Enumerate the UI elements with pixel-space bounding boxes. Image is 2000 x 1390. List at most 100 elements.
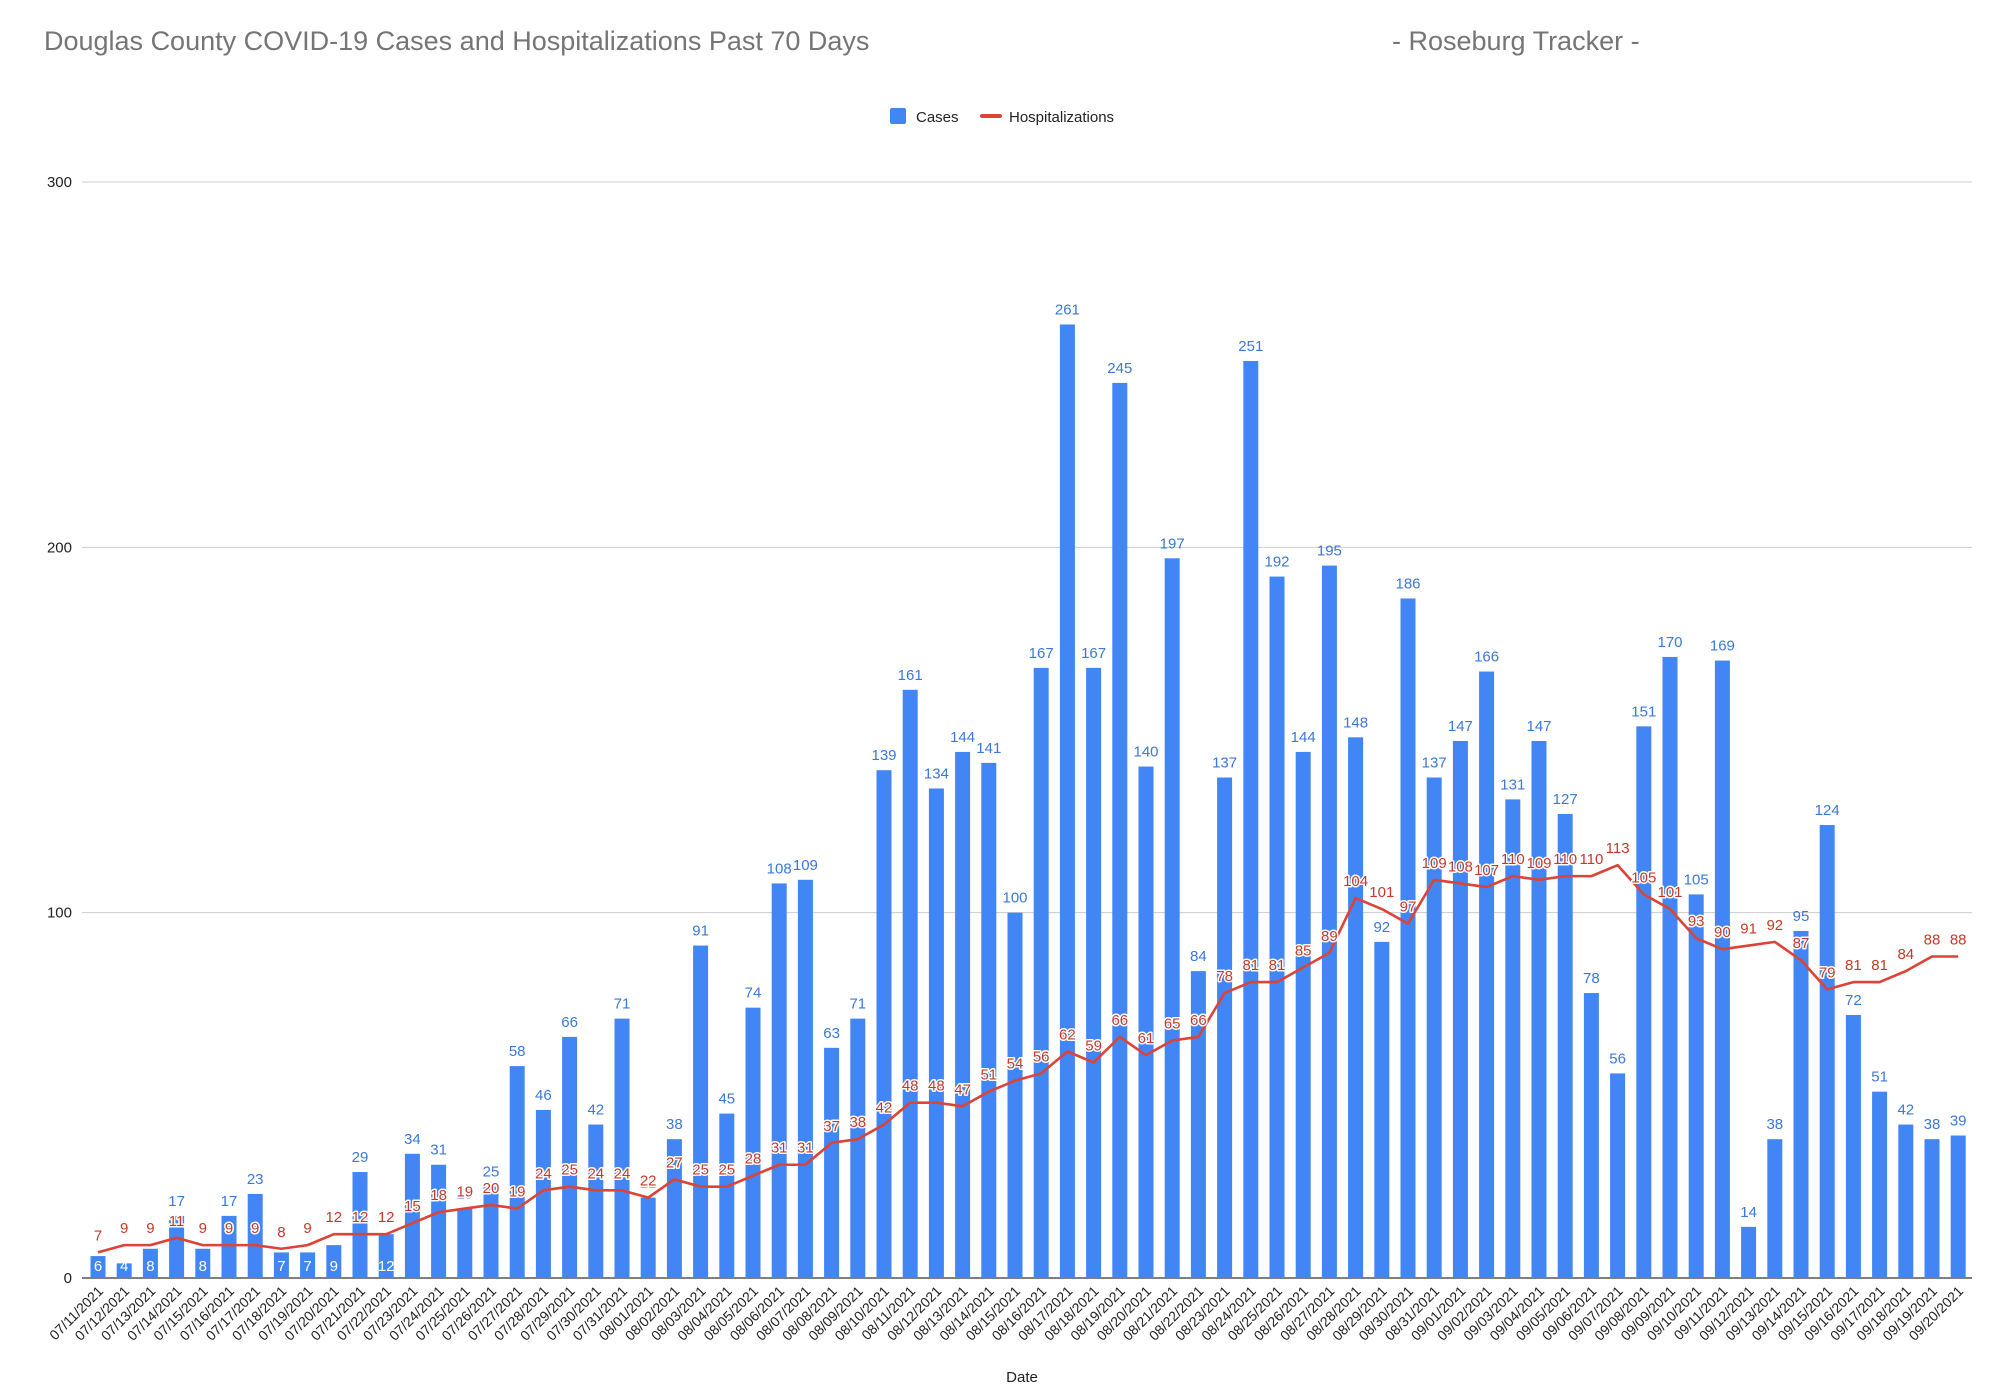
cases-bar	[1164, 558, 1180, 1278]
y-tick-label: 300	[47, 174, 72, 191]
cases-data-label: 137	[1212, 754, 1237, 771]
cases-bar	[745, 1007, 761, 1278]
hospitalizations-data-label: 78	[1216, 968, 1233, 985]
hospitalizations-data-label: 87	[1793, 935, 1810, 952]
cases-data-label: 105	[1684, 871, 1709, 888]
hospitalizations-data-label: 84	[1897, 946, 1914, 963]
hospitalizations-data-label: 108	[1448, 858, 1473, 875]
cases-data-label: 95	[1793, 908, 1810, 925]
cases-bar	[1400, 598, 1416, 1278]
hospitalizations-data-label: 88	[1924, 932, 1941, 949]
cases-data-label: 8	[199, 1258, 207, 1275]
cases-bar	[1741, 1226, 1757, 1278]
cases-data-label: 170	[1657, 634, 1682, 651]
cases-bar	[928, 788, 944, 1278]
hospitalizations-data-label: 27	[666, 1154, 683, 1171]
cases-bar	[1007, 912, 1023, 1278]
cases-bar	[300, 1252, 316, 1278]
hospitalizations-data-label: 65	[1164, 1016, 1181, 1033]
cases-data-label: 66	[561, 1014, 578, 1031]
hospitalizations-data-label: 81	[1269, 957, 1286, 974]
legend[interactable]: Cases Hospitalizations	[890, 108, 1114, 126]
hospitalizations-data-label: 42	[876, 1100, 893, 1117]
cases-data-label: 91	[692, 923, 709, 940]
cases-data-label: 134	[924, 765, 949, 782]
cases-data-label: 63	[823, 1025, 840, 1042]
cases-data-label: 144	[950, 729, 975, 746]
cases-bar	[693, 945, 709, 1278]
hospitalizations-data-label: 93	[1688, 913, 1705, 930]
cases-bar	[1295, 751, 1311, 1278]
hospitalizations-data-label: 85	[1295, 942, 1312, 959]
hospitalizations-data-label: 88	[1950, 932, 1967, 949]
hospitalizations-data-label: 38	[849, 1114, 866, 1131]
cases-bar	[640, 1197, 656, 1278]
hospitalizations-data-label: 28	[745, 1151, 762, 1168]
cases-data-label: 197	[1160, 535, 1185, 552]
hospitalizations-data-label: 62	[1059, 1026, 1076, 1043]
hospitalizations-data-label: 15	[404, 1198, 421, 1215]
hospitalizations-data-label: 81	[1242, 957, 1259, 974]
cases-data-label: 17	[168, 1193, 185, 1210]
cases-data-label: 161	[898, 667, 923, 684]
x-axis-title: Date	[1006, 1369, 1038, 1386]
hospitalizations-data-label: 109	[1526, 855, 1551, 872]
cases-bar	[1872, 1091, 1888, 1278]
cases-bar	[719, 1113, 735, 1278]
hospitalizations-data-label: 25	[718, 1162, 735, 1179]
cases-data-label: 14	[1740, 1204, 1757, 1221]
hospitalizations-data-label: 11	[169, 1213, 185, 1230]
legend-item-hospitalizations[interactable]: Hospitalizations	[980, 109, 1114, 126]
legend-label-hospitalizations: Hospitalizations	[1009, 109, 1114, 126]
cases-bar	[1531, 740, 1547, 1278]
cases-bar	[876, 770, 892, 1278]
cases-data-label: 45	[718, 1091, 735, 1108]
cases-data-label: 39	[1950, 1113, 1967, 1130]
hospitalizations-data-label: 12	[352, 1209, 369, 1226]
cases-data-label: 7	[277, 1258, 285, 1275]
cases-bar	[981, 762, 997, 1278]
cases-bar	[1662, 656, 1678, 1278]
cases-data-label: 29	[352, 1149, 369, 1166]
hospitalizations-data-label: 8	[277, 1224, 285, 1241]
cases-data-label: 71	[614, 996, 631, 1013]
cases-bar	[902, 689, 918, 1278]
cases-data-label: 74	[745, 985, 762, 1002]
cases-bar	[509, 1066, 525, 1278]
cases-bar	[431, 1164, 447, 1278]
cases-data-label: 17	[221, 1193, 238, 1210]
legend-item-cases[interactable]: Cases	[890, 108, 959, 126]
hospitalizations-data-label: 9	[146, 1220, 154, 1237]
cases-data-label: 12	[378, 1258, 395, 1275]
cases-bar	[1243, 361, 1259, 1279]
y-tick-label: 200	[47, 539, 72, 556]
cases-data-label: 7	[303, 1258, 311, 1275]
cases-bar	[195, 1248, 211, 1278]
cases-data-label: 34	[404, 1131, 421, 1148]
hospitalizations-data-label: 81	[1871, 957, 1888, 974]
cases-data-label: 78	[1583, 970, 1600, 987]
hospitalizations-data-label: 19	[509, 1184, 526, 1201]
cases-bar	[378, 1234, 394, 1278]
hospitalizations-line	[97, 863, 1959, 1254]
cases-data-label: 109	[793, 857, 818, 874]
cases-data-label: 245	[1107, 360, 1132, 377]
chart-title: Douglas County COVID-19 Cases and Hospit…	[44, 26, 870, 56]
cases-data-label: 167	[1081, 645, 1106, 662]
cases-data-label: 38	[666, 1116, 683, 1133]
hospitalizations-data-label: 66	[1190, 1012, 1207, 1029]
cases-data-label: 22	[640, 1175, 657, 1192]
hospitalizations-data-label: 31	[771, 1140, 788, 1157]
cases-data-label: 251	[1238, 338, 1263, 355]
hospitalizations-data-label: 37	[823, 1118, 840, 1135]
cases-bars	[90, 324, 1966, 1279]
cases-data-label: 19	[456, 1186, 473, 1203]
cases-bar	[1767, 1139, 1783, 1278]
cases-data-label: 46	[535, 1087, 552, 1104]
hospitalizations-data-label: 20	[483, 1180, 500, 1197]
hospitalizations-data-label: 12	[378, 1209, 395, 1226]
hospitalizations-data-label: 101	[1369, 884, 1394, 901]
cases-data-label: 148	[1343, 714, 1368, 731]
cases-bar	[824, 1047, 840, 1278]
cases-data-label: 100	[1002, 890, 1027, 907]
